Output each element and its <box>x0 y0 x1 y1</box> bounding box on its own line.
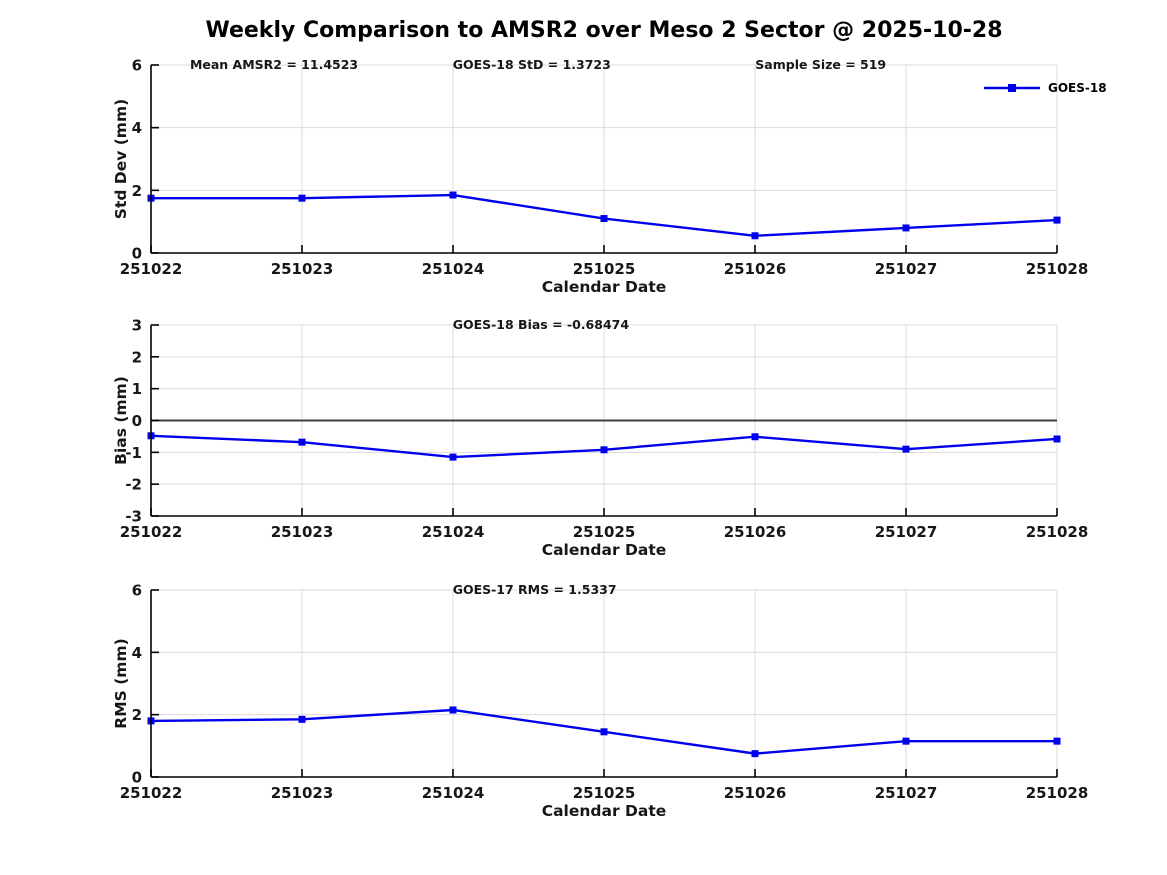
data-point-marker <box>449 706 457 714</box>
y-tick-label: 0 <box>132 245 142 263</box>
x-tick-label: 251028 <box>1026 260 1089 278</box>
x-tick-label: 251025 <box>573 784 636 802</box>
x-tick-label: 251025 <box>573 260 636 278</box>
y-tick-label: 6 <box>132 57 142 75</box>
y-tick-label: 2 <box>132 348 142 366</box>
x-tick-label: 251028 <box>1026 523 1089 541</box>
x-axis-title: Calendar Date <box>542 541 667 559</box>
data-point-marker <box>298 194 306 202</box>
y-axis-title: Std Dev (mm) <box>112 99 130 219</box>
y-axis-title: RMS (mm) <box>112 638 130 728</box>
y-tick-label: 6 <box>132 582 142 600</box>
x-tick-label: 251026 <box>724 784 787 802</box>
x-tick-label: 251026 <box>724 523 787 541</box>
data-point-marker <box>751 750 759 758</box>
data-point-marker <box>298 438 306 446</box>
x-axis-title: Calendar Date <box>542 278 667 296</box>
y-tick-label: 4 <box>132 119 142 137</box>
y-tick-label: 0 <box>132 412 142 430</box>
y-tick-label: 1 <box>132 380 142 398</box>
x-tick-label: 251023 <box>271 523 334 541</box>
data-point-marker <box>1053 216 1061 224</box>
y-tick-label: 2 <box>132 706 142 724</box>
figure-title: Weekly Comparison to AMSR2 over Meso 2 S… <box>205 18 1003 43</box>
x-tick-label: 251024 <box>422 523 485 541</box>
x-tick-label: 251028 <box>1026 784 1089 802</box>
data-point-marker <box>449 191 457 199</box>
data-point-marker <box>902 445 910 453</box>
subplot-annotation: Sample Size = 519 <box>755 57 886 72</box>
x-axis-title: Calendar Date <box>542 802 667 820</box>
y-tick-label: -3 <box>125 508 142 526</box>
legend: GOES-18 <box>983 80 1107 96</box>
data-point-marker <box>449 453 457 461</box>
data-point-marker <box>600 728 608 736</box>
y-tick-label: 3 <box>132 317 142 335</box>
subplot-annotation: GOES-18 Bias = -0.68474 <box>453 317 630 332</box>
x-tick-label: 251022 <box>120 523 183 541</box>
data-point-marker <box>751 433 759 441</box>
x-tick-label: 251027 <box>875 784 938 802</box>
subplot-stddev: 0 2 4 6 251022 251023 251024 251025 251026 251027… <box>112 57 1088 297</box>
x-tick-label: 251026 <box>724 260 787 278</box>
data-point-marker <box>298 715 306 723</box>
y-tick-label: -2 <box>125 476 142 494</box>
y-tick-label: -1 <box>125 444 142 462</box>
legend-series-label: GOES-18 <box>1048 81 1107 95</box>
subplot-annotation: GOES-17 RMS = 1.5337 <box>453 582 617 597</box>
data-point-marker <box>600 446 608 454</box>
data-point-marker <box>1053 737 1061 745</box>
data-point-marker <box>902 224 910 232</box>
y-tick-label: 4 <box>132 644 142 662</box>
x-tick-label: 251022 <box>120 260 183 278</box>
x-tick-label: 251027 <box>875 523 938 541</box>
y-axis-title: Bias (mm) <box>112 376 130 465</box>
subplot-annotation: Mean AMSR2 = 11.4523 <box>190 57 358 72</box>
x-tick-label: 251024 <box>422 784 485 802</box>
y-tick-label: 0 <box>132 769 142 787</box>
subplot-bias: -3 -2 -1 0 1 2 3 251022 251023 251024 251025 251026… <box>112 317 1088 560</box>
data-point-marker <box>902 737 910 745</box>
x-tick-label: 251022 <box>120 784 183 802</box>
data-point-marker <box>751 232 759 240</box>
x-tick-label: 251023 <box>271 260 334 278</box>
x-tick-label: 251027 <box>875 260 938 278</box>
legend-line-marker-icon <box>984 84 1040 92</box>
x-tick-label: 251023 <box>271 784 334 802</box>
y-tick-label: 2 <box>132 182 142 200</box>
x-tick-label: 251025 <box>573 523 636 541</box>
data-point-marker <box>1053 435 1061 443</box>
x-tick-label: 251024 <box>422 260 485 278</box>
subplot-annotation: GOES-18 StD = 1.3723 <box>453 57 611 72</box>
data-point-marker <box>600 215 608 223</box>
subplot-rms: 0 2 4 6 251022 251023 251024 251025 251026 251027… <box>112 582 1088 821</box>
